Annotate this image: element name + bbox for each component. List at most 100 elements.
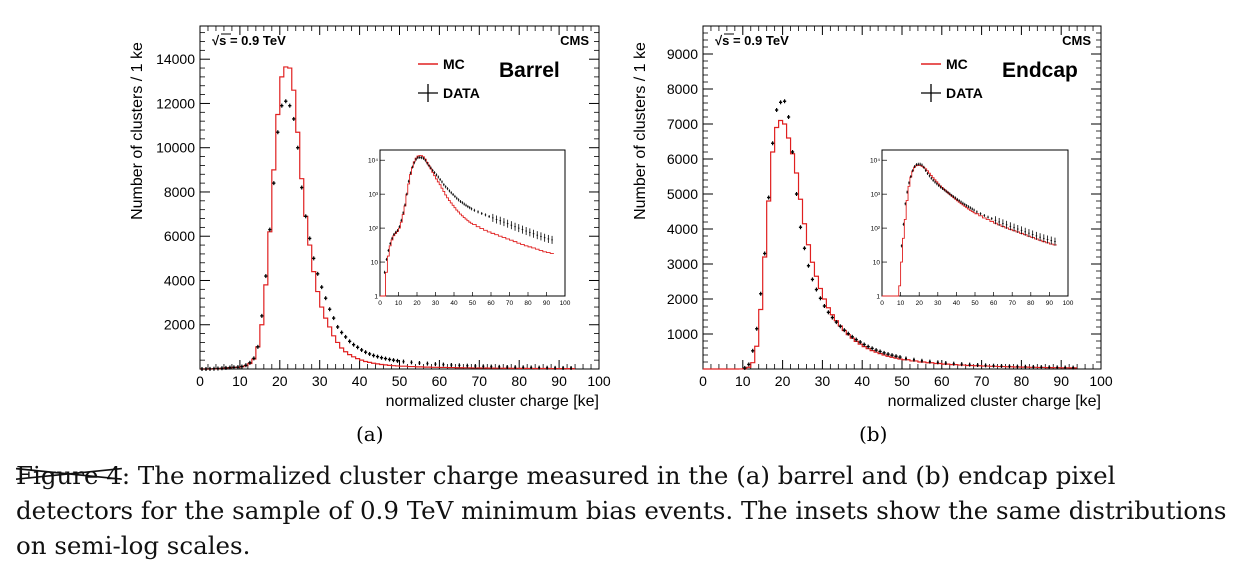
data-point: [216, 366, 220, 371]
y-tick-label: 8000: [667, 81, 698, 97]
inset-x-tick-label: 60: [990, 300, 998, 307]
inset-data-point: [932, 178, 934, 182]
panel-label-b: (b): [859, 422, 888, 446]
inset-x-tick-label: 40: [450, 300, 458, 307]
data-point: [818, 296, 823, 301]
data-point: [944, 361, 947, 366]
data-point: [240, 364, 244, 369]
data-point: [328, 307, 332, 312]
data-point: [790, 150, 795, 154]
inset-data-point: [1020, 226, 1023, 235]
data-point: [410, 360, 413, 365]
data-point: [798, 225, 803, 230]
x-tick-label: 70: [974, 373, 990, 389]
y-axis-title: Number of clusters / 1 ke: [632, 42, 649, 220]
caption-text: : The normalized cluster charge measured…: [16, 461, 1227, 560]
inset-data-point: [950, 193, 953, 197]
data-point: [866, 344, 870, 349]
data-point: [751, 348, 755, 353]
x-tick-label: 30: [815, 373, 831, 389]
inset-x-tick-label: 50: [971, 300, 979, 307]
data-point: [212, 366, 216, 371]
inset-data-point: [428, 164, 430, 168]
inset-data-point: [987, 215, 989, 219]
inset-data-point: [919, 162, 921, 166]
inset-data-point: [939, 185, 942, 189]
data-point: [846, 331, 850, 336]
inset-data-point: [954, 196, 957, 200]
data-point: [968, 362, 971, 367]
inset-data-point: [1024, 227, 1027, 236]
inset-y-tick-label: 1: [876, 294, 880, 301]
inset-data-point: [383, 270, 386, 274]
inset-data-point: [426, 161, 428, 165]
inset-x-tick-label: 30: [934, 300, 942, 307]
inset-data-point: [492, 213, 494, 222]
inset-data-point: [517, 224, 520, 233]
inset-data-point: [480, 211, 483, 215]
inset-data-point: [969, 206, 972, 210]
inset-x-tick-label: 70: [506, 300, 514, 307]
experiment-label: CMS: [1062, 33, 1091, 48]
y-tick-label: 8000: [164, 184, 195, 200]
data-point: [1024, 364, 1027, 369]
inset-x-tick-label: 0: [378, 300, 382, 307]
inset-x-tick-label: 100: [1063, 300, 1074, 307]
inset-y-tick-label: 10: [371, 260, 379, 267]
data-point: [976, 363, 979, 368]
inset-data-point: [945, 189, 947, 193]
panel-endcap: 0 10 20 30 40 50 60 70 80 90 100100020003000400050…: [632, 25, 1113, 410]
inset-data-point: [473, 208, 476, 212]
x-axis-title: normalized cluster charge [ke]: [386, 393, 599, 410]
inset-x-tick-label: 40: [953, 300, 961, 307]
data-point: [387, 357, 392, 362]
data-point: [1048, 365, 1051, 370]
legend: MC DATA: [418, 56, 480, 102]
data-point: [826, 310, 830, 315]
inset-data-point: [1013, 223, 1015, 232]
inset-data-point: [910, 175, 912, 179]
data-point: [252, 356, 256, 361]
x-tick-label: 70: [472, 373, 488, 389]
data-point: [920, 358, 923, 363]
energy-label: √s = 0.9 TeV: [212, 33, 286, 48]
inset-data-point: [960, 200, 962, 204]
inset-data-point: [529, 228, 531, 237]
data-point: [862, 342, 866, 347]
legend-label-mc: MC: [946, 56, 968, 72]
inset-data-point: [1009, 222, 1012, 231]
inset-x-tick-label: 80: [1027, 300, 1035, 307]
data-point: [755, 326, 759, 331]
data-point: [268, 227, 272, 232]
inset-data-point: [439, 178, 441, 182]
inset-data-point: [407, 179, 410, 183]
data-point: [1072, 365, 1075, 370]
data-point: [1000, 363, 1003, 368]
data-point: [280, 103, 284, 108]
inset-data-point: [411, 165, 414, 169]
data-point: [960, 362, 963, 367]
data-point: [786, 115, 791, 119]
inset-data-point: [391, 236, 393, 240]
figure-canvas: 0 10 20 30 40 50 60 70 80 90 100200040006000800010…: [129, 25, 1113, 410]
inset-data-point: [1002, 219, 1004, 228]
inset-data-point: [1054, 237, 1056, 246]
inset-data-point: [547, 234, 550, 243]
inset-data-point: [417, 156, 419, 160]
data-point: [204, 367, 208, 371]
inset-data-point: [952, 195, 955, 199]
inset-x-tick-label: 90: [1046, 300, 1054, 307]
data-point: [352, 342, 356, 347]
data-point: [272, 181, 276, 186]
data-point: [348, 339, 352, 344]
data-point: [228, 365, 232, 370]
data-point: [806, 263, 811, 268]
inset-data-point: [532, 229, 535, 238]
inset-data-point: [908, 181, 910, 185]
inset-data-point: [437, 175, 440, 179]
figure-label-text: Figure 4: [16, 461, 122, 490]
y-tick-label: 5000: [667, 186, 698, 202]
data-point: [743, 365, 747, 370]
data-point: [312, 256, 316, 261]
